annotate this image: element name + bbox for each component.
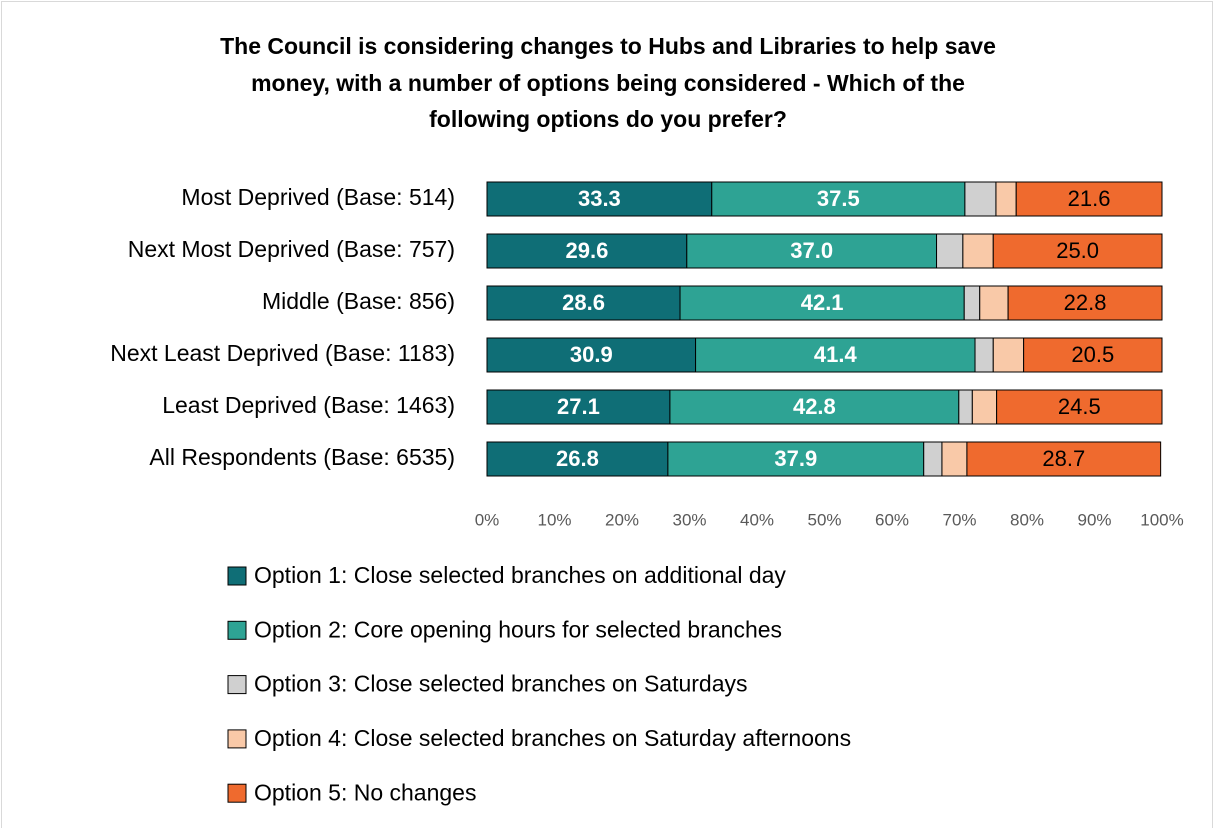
data-label: 37.5 xyxy=(817,186,860,211)
bar-segment xyxy=(992,337,1025,373)
y-tick-label: Next Least Deprived (Base: 1183) xyxy=(110,340,455,366)
y-tick-label: Middle (Base: 856) xyxy=(262,288,455,314)
data-label: 42.1 xyxy=(801,290,844,315)
bar-segment xyxy=(974,337,994,373)
bar-segment xyxy=(966,441,1162,477)
data-label: 24.5 xyxy=(1058,394,1101,419)
bar-segment xyxy=(971,389,998,425)
data-label: 30.9 xyxy=(570,342,613,367)
bar-segment xyxy=(486,233,688,269)
y-tick-label: Most Deprived (Base: 514) xyxy=(181,184,455,210)
data-label: 42.8 xyxy=(793,394,836,419)
data-label: 25.0 xyxy=(1056,238,1099,263)
data-label: 22.8 xyxy=(1064,290,1107,315)
legend-label: Option 1: Close selected branches on add… xyxy=(254,562,786,588)
bar-segment xyxy=(995,181,1017,217)
bar-segment xyxy=(1023,337,1163,373)
legend-swatch xyxy=(227,783,247,803)
chart-title: The Council is considering changes to Hu… xyxy=(220,33,996,59)
x-tick-label: 50% xyxy=(807,510,841,529)
bar-segment xyxy=(923,441,943,477)
bar-segment xyxy=(962,233,994,269)
x-tick-label: 10% xyxy=(537,510,571,529)
bar-segment xyxy=(695,337,976,373)
bar-segment xyxy=(958,389,973,425)
data-label: 41.4 xyxy=(814,342,858,367)
bar-segment xyxy=(992,233,1163,269)
data-label: 29.6 xyxy=(565,238,608,263)
legend-label: Option 2: Core opening hours for selecte… xyxy=(254,616,782,642)
bar-segment xyxy=(963,285,981,321)
x-tick-label: 60% xyxy=(875,510,909,529)
bar-segment xyxy=(936,233,964,269)
x-tick-label: 0% xyxy=(475,510,500,529)
legend-label: Option 5: No changes xyxy=(254,779,476,805)
y-tick-label: Least Deprived (Base: 1463) xyxy=(162,392,455,418)
x-tick-label: 30% xyxy=(672,510,706,529)
y-tick-label: All Respondents (Base: 6535) xyxy=(149,444,455,470)
bar-segment xyxy=(1007,285,1163,321)
x-tick-label: 90% xyxy=(1077,510,1111,529)
legend-swatch xyxy=(227,675,247,695)
bar-segment xyxy=(669,389,960,425)
data-label: 37.0 xyxy=(790,238,833,263)
legend-swatch xyxy=(227,620,247,640)
data-label: 21.6 xyxy=(1068,186,1111,211)
bar-segment xyxy=(996,389,1163,425)
bar-segment xyxy=(711,181,966,217)
legend-swatch xyxy=(227,729,247,749)
bar-segment xyxy=(941,441,968,477)
data-label: 28.7 xyxy=(1042,446,1085,471)
bar-segment xyxy=(686,233,938,269)
legend-swatch xyxy=(227,566,247,586)
bar-segment xyxy=(979,285,1009,321)
bar-segment xyxy=(964,181,997,217)
bar-segment xyxy=(486,337,697,373)
chart-title: following options do you prefer? xyxy=(429,106,787,132)
x-tick-label: 70% xyxy=(942,510,976,529)
data-label: 26.8 xyxy=(556,446,599,471)
x-tick-label: 80% xyxy=(1010,510,1044,529)
data-label: 28.6 xyxy=(562,290,605,315)
bar-segment xyxy=(486,181,713,217)
data-label: 20.5 xyxy=(1071,342,1114,367)
x-tick-label: 40% xyxy=(740,510,774,529)
data-label: 37.9 xyxy=(774,446,817,471)
chart-title: money, with a number of options being co… xyxy=(251,70,965,96)
data-label: 27.1 xyxy=(557,394,600,419)
x-tick-label: 20% xyxy=(605,510,639,529)
y-tick-label: Next Most Deprived (Base: 757) xyxy=(128,236,455,262)
bar-segment xyxy=(486,389,671,425)
x-tick-label: 100% xyxy=(1140,510,1183,529)
legend-label: Option 4: Close selected branches on Sat… xyxy=(254,725,851,751)
data-label: 33.3 xyxy=(578,186,621,211)
legend-label: Option 3: Close selected branches on Sat… xyxy=(254,671,748,697)
bar-segment xyxy=(1015,181,1163,217)
